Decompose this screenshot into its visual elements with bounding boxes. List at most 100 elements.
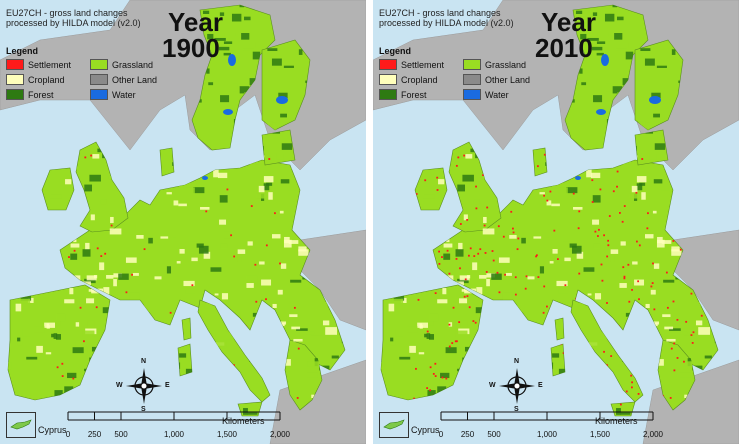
- subtitle-line-1: EU27CH - gross land changes: [6, 8, 128, 18]
- scale-tick-label: 0: [438, 430, 444, 439]
- legend-item-cropland: Cropland: [6, 74, 86, 85]
- legend: Legend Settlement Grassland Cropland Oth…: [6, 46, 176, 100]
- forest-swatch: [379, 89, 397, 100]
- compass-e: E: [165, 382, 170, 389]
- scandinavia-shape: [564, 4, 649, 151]
- subtitle-line-2: processed by HILDA model (v2.0): [379, 18, 514, 28]
- subtitle-line-2: processed by HILDA model (v2.0): [6, 18, 141, 28]
- compass-s: S: [141, 406, 146, 413]
- year-word: Year: [168, 7, 223, 37]
- corsica-shape: [554, 317, 565, 341]
- lake-shape: [575, 176, 581, 180]
- legend-item-cropland: Cropland: [379, 74, 459, 85]
- mainland-europe-shape: [59, 159, 346, 371]
- other-land-swatch: [90, 74, 108, 85]
- non-eu-land-shape: [642, 359, 739, 444]
- cyprus-label: Cyprus: [38, 425, 67, 435]
- grassland-swatch: [90, 59, 108, 70]
- year-value: 1900: [162, 33, 220, 63]
- lake-shape: [601, 54, 609, 66]
- denmark-shape: [159, 147, 175, 177]
- legend-item-water: Water: [90, 89, 170, 100]
- lake-shape: [202, 176, 208, 180]
- cropland-swatch: [6, 74, 24, 85]
- cyprus-label: Cyprus: [411, 425, 440, 435]
- scale-tick-label: 1,500: [216, 430, 238, 439]
- legend-title: Legend: [6, 46, 39, 56]
- ireland-shape: [41, 167, 75, 211]
- north-arrow-icon: N S E W: [489, 358, 543, 413]
- scale-tick-label: 500: [114, 430, 128, 439]
- scale-tick-label: 2,000: [269, 430, 291, 439]
- compass-e: E: [538, 382, 543, 389]
- ireland-shape: [414, 167, 448, 211]
- compass-w: W: [116, 382, 123, 389]
- legend-item-grassland: Grassland: [90, 59, 170, 70]
- scale-tick-label: 250: [87, 430, 102, 439]
- scale-unit: Kilometers: [222, 416, 265, 426]
- compass-s: S: [514, 406, 519, 413]
- scale-tick-label: 1,000: [536, 430, 558, 439]
- cyprus-inset: [379, 412, 409, 438]
- britain-shape: [75, 141, 129, 233]
- subtitle-line-1: EU27CH - gross land changes: [379, 8, 501, 18]
- scale-tick-label: 500: [487, 430, 501, 439]
- lake-shape: [276, 96, 288, 104]
- baltics-shape: [261, 129, 296, 166]
- settlement-swatch: [6, 59, 24, 70]
- grassland-swatch: [463, 59, 481, 70]
- legend: Legend Settlement Grassland Cropland Oth…: [379, 46, 549, 100]
- scale-bar: [67, 411, 281, 421]
- scale-unit: Kilometers: [595, 416, 638, 426]
- water-swatch: [463, 89, 481, 100]
- legend-item-settlement: Settlement: [379, 59, 459, 70]
- settlement-swatch: [379, 59, 397, 70]
- legend-item-forest: Forest: [6, 89, 86, 100]
- cropland-swatch: [379, 74, 397, 85]
- lake-shape: [223, 109, 233, 115]
- other-land-swatch: [463, 74, 481, 85]
- legend-item-other-land: Other Land: [90, 74, 170, 85]
- legend-item-grassland: Grassland: [463, 59, 543, 70]
- map-panel-1900: EU27CH - gross land changes processed by…: [0, 0, 366, 444]
- denmark-shape: [532, 147, 548, 177]
- map-panel-2010: EU27CH - gross land changes processed by…: [373, 0, 739, 444]
- map-subtitle: EU27CH - gross land changes processed by…: [6, 8, 166, 28]
- scale-tick-label: 1,500: [589, 430, 611, 439]
- scale-tick-label: 2,000: [642, 430, 664, 439]
- scale-tick-label: 250: [460, 430, 475, 439]
- non-eu-land-shape: [269, 359, 366, 444]
- map-subtitle: EU27CH - gross land changes processed by…: [379, 8, 539, 28]
- cyprus-inset: [6, 412, 36, 438]
- italy-shape: [197, 299, 271, 403]
- year-value: 2010: [535, 33, 593, 63]
- lake-shape: [649, 96, 661, 104]
- legend-title: Legend: [379, 46, 412, 56]
- land-use-map-2010: [373, 0, 739, 444]
- legend-item-settlement: Settlement: [6, 59, 86, 70]
- britain-shape: [448, 141, 502, 233]
- greece-shape: [657, 339, 696, 411]
- forest-swatch: [6, 89, 24, 100]
- lake-shape: [228, 54, 236, 66]
- greece-shape: [284, 339, 323, 411]
- land-use-map-1900: [0, 0, 366, 444]
- legend-item-water: Water: [463, 89, 543, 100]
- north-arrow-icon: N S E W: [116, 358, 170, 413]
- scandinavia-shape: [191, 4, 276, 151]
- compass-n: N: [514, 358, 520, 365]
- year-word: Year: [541, 7, 596, 37]
- scale-tick-label: 1,000: [163, 430, 185, 439]
- legend-item-other-land: Other Land: [463, 74, 543, 85]
- water-swatch: [90, 89, 108, 100]
- compass-w: W: [489, 382, 496, 389]
- corsica-shape: [181, 317, 192, 341]
- scale-tick-label: 0: [65, 430, 71, 439]
- panel-divider: [367, 0, 372, 444]
- compass-n: N: [141, 358, 147, 365]
- legend-item-forest: Forest: [379, 89, 459, 100]
- scale-bar: [440, 411, 654, 421]
- lake-shape: [596, 109, 606, 115]
- baltics-shape: [634, 129, 669, 166]
